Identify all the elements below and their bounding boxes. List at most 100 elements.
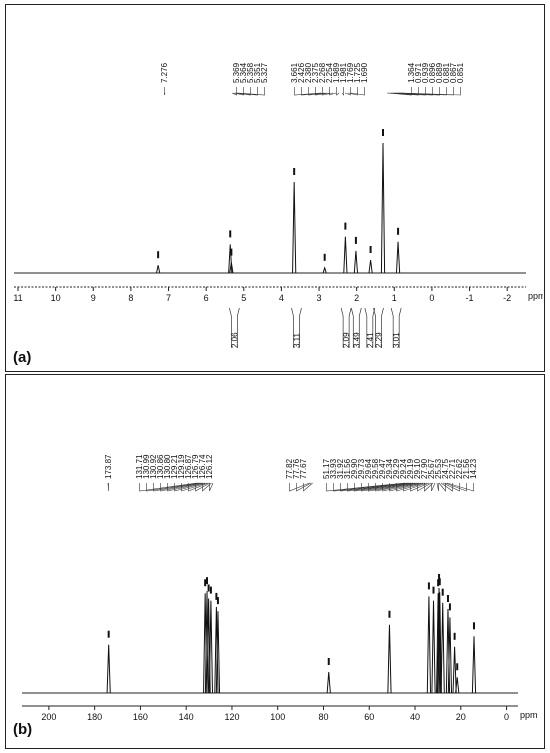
peak-label: 29.29 — [392, 458, 401, 479]
peak-label: 29.10 — [413, 458, 422, 479]
peak-label: 0.851 — [456, 62, 465, 83]
spectrum-peak — [156, 265, 161, 274]
peak-label-leader — [438, 482, 446, 492]
peak-label: 126.74 — [198, 454, 207, 479]
peak-label-leader — [160, 482, 202, 492]
peak-label: 126.12 — [205, 454, 214, 479]
spectrum-peak — [343, 236, 348, 274]
peak-label: 27.90 — [420, 458, 429, 479]
x-tick-label: 6 — [204, 293, 209, 303]
x-tick-label: 120 — [224, 712, 239, 722]
peak-label-leader — [233, 87, 244, 96]
x-tick-label: 3 — [317, 293, 322, 303]
peak-label: 1.725 — [353, 62, 362, 83]
peak-label-leader — [107, 482, 109, 492]
x-tick-label: 7 — [166, 293, 171, 303]
peak-label: 3.661 — [290, 62, 299, 83]
peak-label: 29.19 — [406, 458, 415, 479]
spectrum-peak — [214, 606, 219, 694]
spectrum-peak — [387, 624, 392, 694]
integral-bracket — [350, 307, 362, 348]
integral-value: 2.06 — [230, 332, 239, 348]
x-tick-label: 0 — [504, 712, 509, 722]
spectrum-peak — [436, 593, 441, 694]
x-tick-label: 4 — [279, 293, 284, 303]
peak-label: 5.369 — [232, 62, 241, 83]
peak-label: 1.981 — [339, 62, 348, 83]
peak-label: 1.690 — [360, 62, 369, 83]
peak-label-leader — [234, 87, 251, 96]
spectrum-peak — [431, 600, 436, 694]
x-tick-label: 5 — [241, 293, 246, 303]
peak-label: 21.56 — [462, 458, 471, 479]
integral-value: 3.11 — [292, 332, 301, 348]
peak-label-leader — [354, 482, 414, 492]
peak-label-leader — [188, 482, 209, 492]
peak-label-leader — [403, 482, 428, 492]
integral-value: 2.41 — [366, 332, 375, 348]
peak-label: 0.939 — [421, 62, 430, 83]
peak-label: 5.327 — [260, 62, 269, 83]
peak-label: 33.93 — [329, 458, 338, 479]
peak-label: 22.71 — [448, 458, 457, 479]
panel-b-13c-nmr: 200 180 160 140 120 100 80 60 40 20 0 ppm 173.87 131.… — [5, 374, 545, 749]
peak-label-leader — [341, 87, 344, 96]
peak-label-leader — [296, 482, 312, 492]
peak-label: 2.426 — [297, 62, 306, 83]
x-axis-unit: ppm — [528, 291, 543, 301]
peak-label: 29.47 — [378, 458, 387, 479]
spectrum-peak — [395, 241, 401, 274]
x-tick-label: 140 — [179, 712, 194, 722]
integral-bracket — [229, 307, 240, 348]
integral-bracket — [373, 307, 384, 348]
x-tick-label: 8 — [128, 293, 133, 303]
panel-b-label: (b) — [13, 721, 33, 738]
x-tick-label: 10 — [51, 293, 61, 303]
peak-label-leader — [237, 87, 265, 96]
spectrum-peak — [436, 587, 442, 694]
spectrum-peak — [452, 646, 457, 694]
x-tick-label: 200 — [41, 712, 56, 722]
peak-label: 2.380 — [304, 62, 313, 83]
peak-label: 0.889 — [435, 62, 444, 83]
peak-label: 29.58 — [371, 458, 380, 479]
peak-label-leader — [181, 482, 207, 492]
peak-label-leader — [174, 482, 206, 492]
x-tick-label: -2 — [503, 293, 511, 303]
peak-label-leader — [382, 482, 422, 492]
integral-bracket — [291, 307, 302, 348]
spectrum-peak — [471, 636, 477, 694]
peak-label: 77.67 — [299, 458, 308, 479]
spectrum-peak — [455, 677, 460, 694]
peak-label: 24.75 — [441, 458, 450, 479]
peak-label-leader — [444, 482, 467, 492]
peak-label: 130.80 — [163, 454, 172, 479]
peak-label-leader — [336, 87, 340, 96]
peak-label-leader — [442, 482, 460, 492]
x-axis-unit: ppm — [520, 710, 538, 720]
peak-label: 25.53 — [434, 458, 443, 479]
peak-label: 31.92 — [336, 458, 345, 479]
peak-label-leader — [139, 482, 198, 492]
peak-label: 126.79 — [191, 454, 200, 479]
peak-label: 29.64 — [364, 458, 373, 479]
peak-label-leader — [368, 482, 418, 492]
peak-label-leader — [209, 482, 214, 492]
peak-label-leader — [315, 87, 331, 96]
peak-label: 25.67 — [427, 458, 436, 479]
peak-label-leader — [361, 482, 416, 492]
peak-label-leader — [347, 482, 412, 492]
integral-bracket — [390, 307, 402, 348]
peak-label: 5.364 — [239, 62, 248, 83]
spectrum-peak — [440, 602, 445, 694]
peak-label-leader — [289, 482, 310, 492]
peak-label: 2.375 — [311, 62, 320, 83]
x-tick-label: 180 — [87, 712, 102, 722]
x-tick-label: 100 — [270, 712, 285, 722]
peak-label: 29.34 — [385, 458, 394, 479]
spectrum-peak — [426, 596, 432, 694]
peak-label-leader — [344, 87, 351, 96]
x-tick-label: 80 — [318, 712, 328, 722]
peak-label-leader — [303, 482, 313, 492]
